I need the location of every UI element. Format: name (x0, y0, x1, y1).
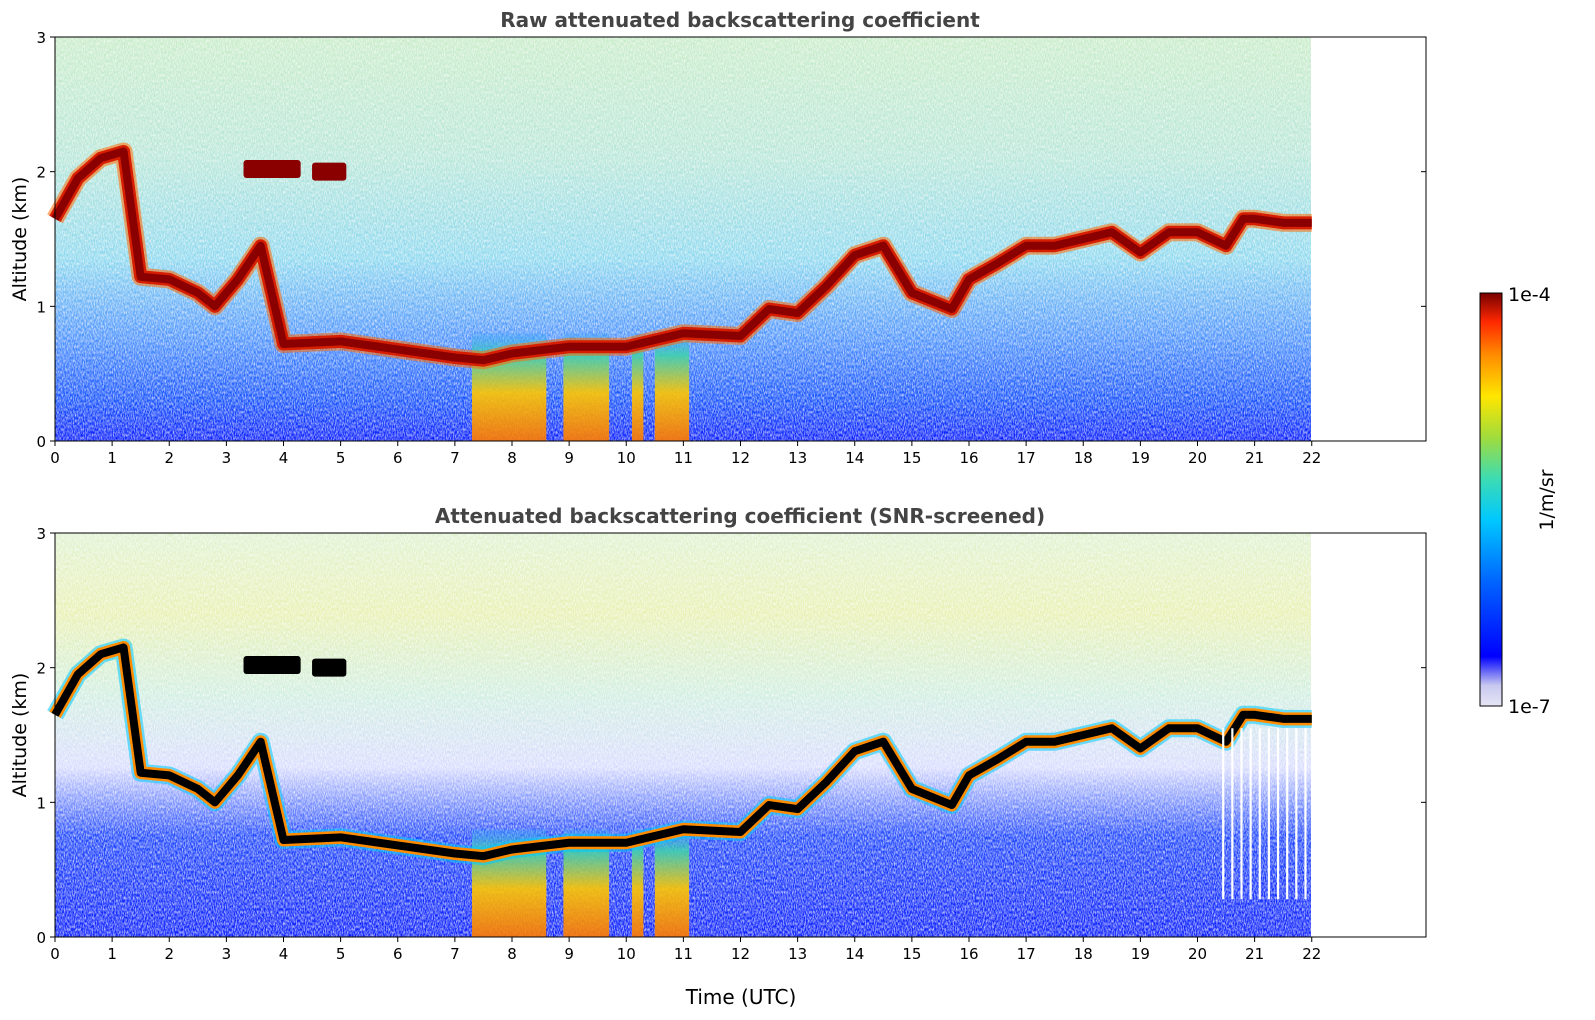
x-tick-label: 18 (1074, 449, 1093, 467)
colorbar-max-label: 1e-4 (1508, 284, 1551, 306)
x-tick-label: 4 (279, 945, 289, 963)
elevated-layer (312, 162, 347, 181)
y-axis-bottom: 0 1 2 3 (36, 525, 1426, 947)
colorbar: 1e-4 1e-7 1/m/sr (1479, 284, 1558, 718)
x-tick-label: 14 (845, 945, 864, 963)
x-tick-label: 5 (336, 945, 346, 963)
panel-raw: Raw attenuated backscattering coefficien… (9, 8, 1427, 467)
colorbar-gradient (1479, 292, 1503, 707)
x-tick-label: 11 (674, 945, 693, 963)
x-axis-top: 0 1 2 3 4 5 6 7 8 9 10 11 12 13 14 15 16 17 18 19 20 21 22 (50, 441, 1321, 467)
x-tick-label: 1 (107, 945, 117, 963)
x-tick-label: 21 (1245, 945, 1264, 963)
x-tick-label: 13 (788, 945, 807, 963)
y-axis-label-top: Altitude (km) (9, 177, 31, 302)
precipitation-band (631, 333, 644, 441)
x-tick-label: 10 (617, 945, 636, 963)
x-tick-label: 16 (959, 449, 978, 467)
x-tick-label: 3 (222, 449, 232, 467)
x-tick-label: 7 (450, 945, 460, 963)
x-tick-label: 15 (902, 449, 921, 467)
x-tick-label: 9 (564, 945, 574, 963)
x-axis-bottom: 0 1 2 3 4 5 6 7 8 9 10 11 12 13 14 15 16 17 18 19 20 21 22 (50, 937, 1321, 963)
chart-title-top: Raw attenuated backscattering coefficien… (500, 8, 980, 32)
x-tick-label: 22 (1302, 945, 1321, 963)
y-tick-label: 3 (36, 525, 46, 543)
y-tick-label: 2 (36, 660, 46, 678)
x-tick-label: 18 (1074, 945, 1093, 963)
x-tick-label: 2 (164, 449, 174, 467)
x-tick-label: 6 (393, 945, 403, 963)
y-tick-label: 1 (36, 298, 46, 316)
x-tick-label: 8 (507, 449, 517, 467)
x-tick-label: 0 (50, 945, 60, 963)
heatmap-area-top (47, 37, 1312, 441)
x-axis-label: Time (UTC) (685, 985, 797, 1009)
cloud-layer-core (51, 147, 1312, 365)
x-tick-label: 13 (788, 449, 807, 467)
x-tick-label: 19 (1131, 945, 1150, 963)
x-tick-label: 16 (959, 945, 978, 963)
x-tick-label: 7 (450, 449, 460, 467)
elevated-layer (243, 655, 301, 674)
y-tick-label: 2 (36, 164, 46, 182)
x-tick-label: 2 (164, 945, 174, 963)
colorbar-unit-label: 1/m/sr (1536, 469, 1558, 530)
y-axis-label-bottom: Altitude (km) (9, 673, 31, 798)
x-tick-label: 12 (731, 945, 750, 963)
precipitation-band (654, 333, 690, 441)
y-tick-label: 1 (36, 794, 46, 812)
x-tick-label: 4 (279, 449, 289, 467)
y-axis-top: 0 1 2 3 (36, 29, 1426, 451)
cloud-layers-top (47, 142, 1312, 370)
y-tick-label: 0 (36, 433, 46, 451)
x-tick-label: 19 (1131, 449, 1150, 467)
x-tick-label: 20 (1188, 449, 1207, 467)
x-tick-label: 9 (564, 449, 574, 467)
y-tick-label: 3 (36, 29, 46, 47)
y-tick-label: 0 (36, 929, 46, 947)
cloud-layer-core (51, 643, 1312, 861)
x-tick-label: 1 (107, 449, 117, 467)
elevated-layer (243, 159, 301, 178)
x-tick-label: 15 (902, 945, 921, 963)
x-tick-label: 8 (507, 945, 517, 963)
x-tick-label: 6 (393, 449, 403, 467)
colorbar-min-label: 1e-7 (1508, 696, 1551, 718)
x-tick-label: 21 (1245, 449, 1264, 467)
x-tick-label: 20 (1188, 945, 1207, 963)
x-tick-label: 22 (1302, 449, 1321, 467)
chart-title-bottom: Attenuated backscattering coefficient (S… (435, 504, 1045, 528)
panel-screened: Attenuated backscattering coefficient (S… (9, 504, 1427, 1009)
heatmap-area-bottom (47, 533, 1312, 937)
x-tick-label: 0 (50, 449, 60, 467)
x-tick-label: 17 (1017, 945, 1036, 963)
elevated-layer (312, 658, 347, 677)
x-tick-label: 14 (845, 449, 864, 467)
x-tick-label: 5 (336, 449, 346, 467)
precipitation-band (654, 829, 690, 937)
precipitation-band (631, 829, 644, 937)
x-tick-label: 10 (617, 449, 636, 467)
cloud-layers-bottom (47, 638, 1312, 866)
x-tick-label: 3 (222, 945, 232, 963)
x-tick-label: 17 (1017, 449, 1036, 467)
x-tick-label: 12 (731, 449, 750, 467)
screened-streaks-bottom (1222, 728, 1307, 900)
x-tick-label: 11 (674, 449, 693, 467)
